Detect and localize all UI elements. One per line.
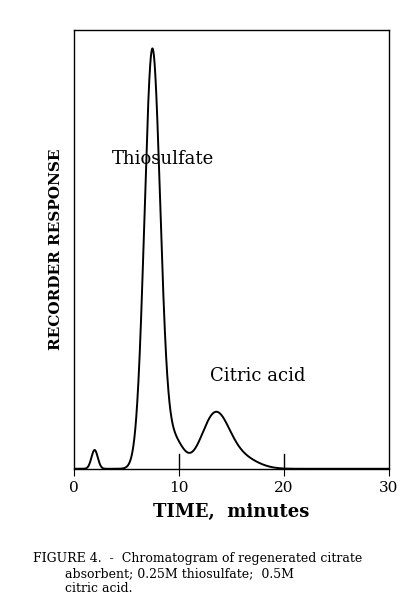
Text: Citric acid: Citric acid — [209, 367, 305, 385]
X-axis label: TIME,  minutes: TIME, minutes — [153, 503, 309, 521]
Y-axis label: RECORDER RESPONSE: RECORDER RESPONSE — [49, 148, 63, 350]
Text: Thiosulfate: Thiosulfate — [112, 150, 214, 168]
Text: FIGURE 4.  -  Chromatogram of regenerated citrate
        absorbent; 0.25Μ thios: FIGURE 4. - Chromatogram of regenerated … — [33, 552, 362, 595]
